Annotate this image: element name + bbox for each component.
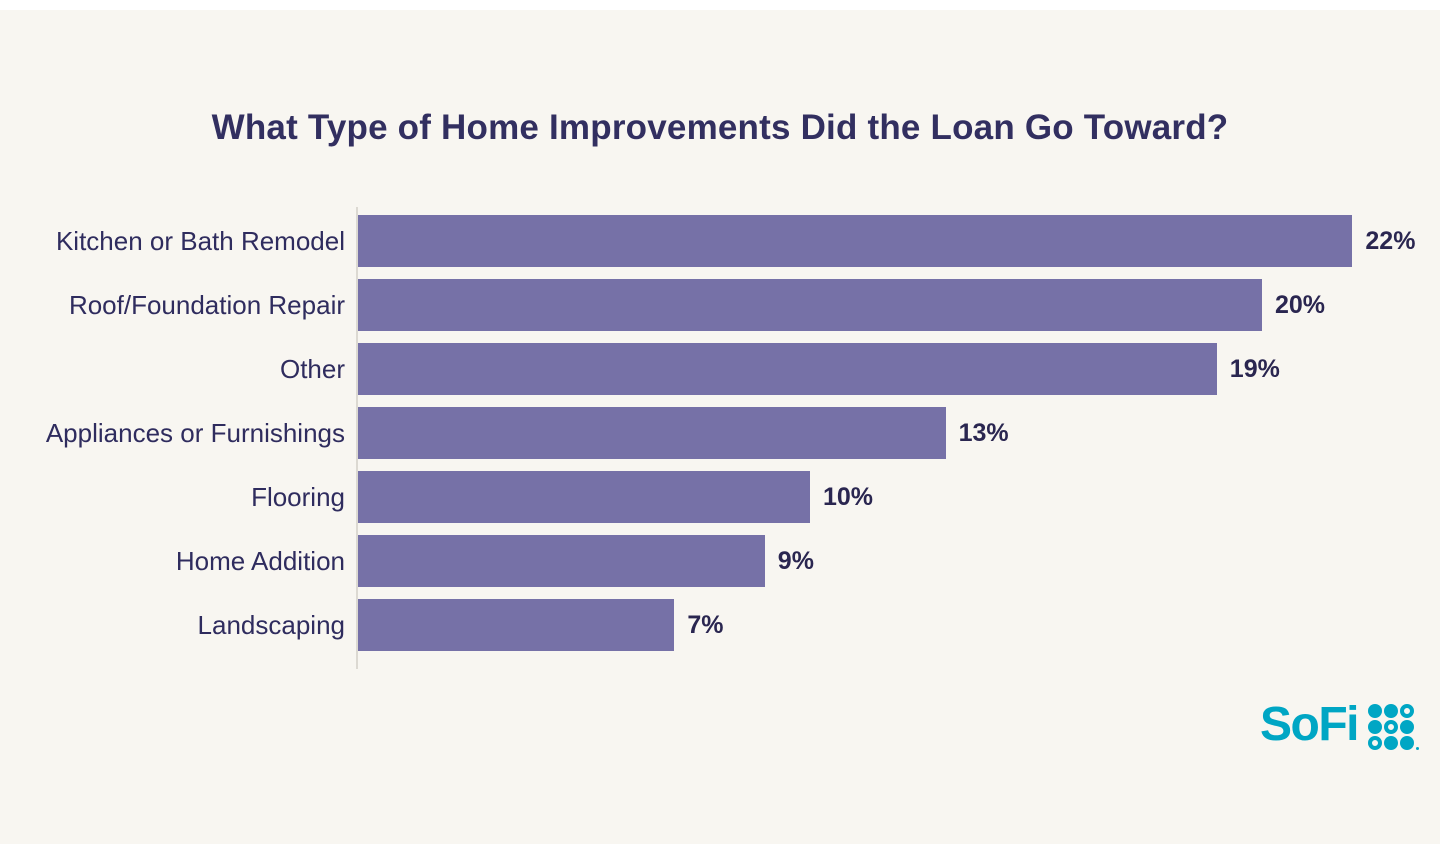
category-label: Flooring [251, 481, 345, 512]
logo-dot-ring [1400, 704, 1414, 718]
logo-dot-filled [1384, 704, 1398, 718]
trademark-dot [1416, 747, 1419, 750]
logo-dot-filled [1400, 736, 1414, 750]
bar [358, 471, 810, 523]
bar [358, 343, 1217, 395]
sofi-dots-icon [1368, 704, 1419, 750]
bar-row: Appliances or Furnishings 13% [0, 407, 1440, 459]
bar-chart: Kitchen or Bath Remodel 22% Roof/Foundatio… [0, 207, 1440, 669]
value-label: 22% [1365, 226, 1416, 255]
bar [358, 407, 946, 459]
bar-row: Other 19% [0, 343, 1440, 395]
logo-dot-filled [1368, 720, 1382, 734]
logo-dot-ring [1384, 720, 1398, 734]
category-label: Other [279, 353, 345, 384]
sofi-wordmark: SoFi [1260, 698, 1360, 751]
value-label: 13% [958, 418, 1009, 447]
value-label: 20% [1275, 290, 1326, 319]
logo-dot-filled [1400, 720, 1414, 734]
value-label: 9% [777, 546, 814, 575]
bar [358, 535, 765, 587]
bar-row: Roof/Foundation Repair 20% [0, 279, 1440, 331]
bar [358, 599, 675, 651]
category-label: Landscaping [197, 609, 345, 640]
bar-row: Flooring 10% [0, 471, 1440, 523]
logo-dot-filled [1384, 736, 1398, 750]
bar-rows: Kitchen or Bath Remodel 22% Roof/Foundatio… [0, 215, 1440, 651]
category-label: Roof/Foundation Repair [68, 289, 345, 320]
category-label: Home Addition [175, 545, 345, 576]
value-label: 7% [687, 610, 724, 639]
bar-row: Landscaping 7% [0, 599, 1440, 651]
value-label: 19% [1229, 354, 1280, 383]
category-label: Kitchen or Bath Remodel [55, 225, 345, 256]
bar-row: Kitchen or Bath Remodel 22% [0, 215, 1440, 267]
bar [358, 279, 1262, 331]
logo-dot-filled [1368, 704, 1382, 718]
bar [358, 215, 1353, 267]
bar-row: Home Addition 9% [0, 535, 1440, 587]
category-label: Appliances or Furnishings [45, 417, 345, 448]
y-axis-line [356, 207, 358, 669]
value-label: 10% [823, 482, 874, 511]
logo-dot-ring [1368, 736, 1382, 750]
sofi-logo: SoFi [1260, 698, 1419, 751]
chart-title: What Type of Home Improvements Did the L… [211, 108, 1229, 147]
